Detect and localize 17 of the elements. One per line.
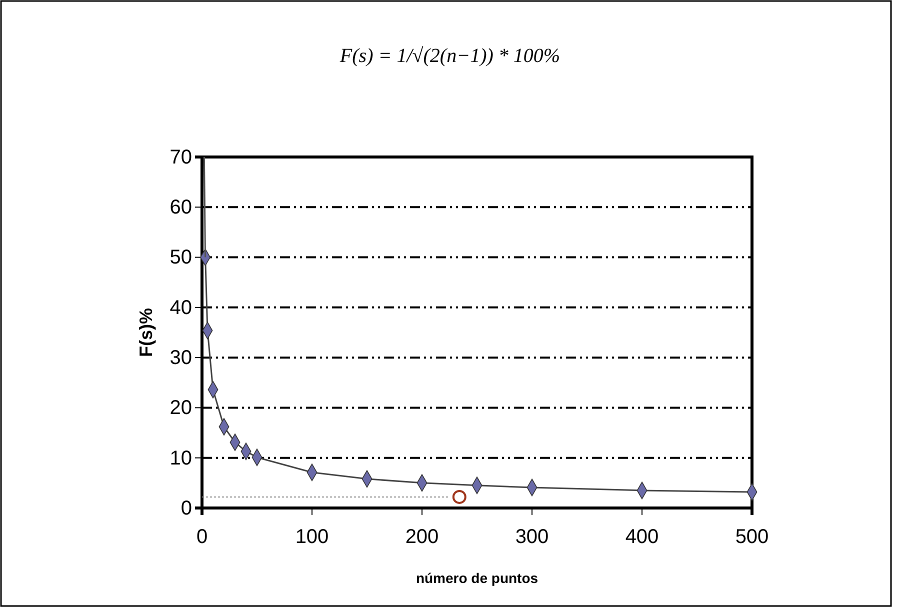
y-tick-label: 20 bbox=[170, 397, 192, 420]
x-tick-label: 200 bbox=[405, 526, 439, 548]
x-tick-label: 300 bbox=[515, 526, 549, 548]
y-tick-label: 40 bbox=[170, 296, 192, 319]
y-tick-label: 0 bbox=[180, 497, 192, 520]
x-tick-label: 100 bbox=[295, 526, 329, 548]
x-axis-title: número de puntos bbox=[416, 570, 538, 586]
y-tick-label: 30 bbox=[170, 346, 192, 369]
y-axis-title: F(s)% bbox=[136, 308, 156, 357]
y-tick-label: 10 bbox=[170, 447, 192, 470]
y-tick-label: 60 bbox=[170, 196, 192, 219]
x-tick-label: 500 bbox=[735, 526, 769, 548]
x-tick-label: 400 bbox=[625, 526, 659, 548]
y-tick-label: 70 bbox=[170, 146, 192, 168]
y-tick-label: 50 bbox=[170, 246, 192, 269]
chart-title: F(s) = 1/√(2(n−1)) * 100% bbox=[338, 45, 560, 67]
x-tick-label: 0 bbox=[196, 526, 208, 548]
